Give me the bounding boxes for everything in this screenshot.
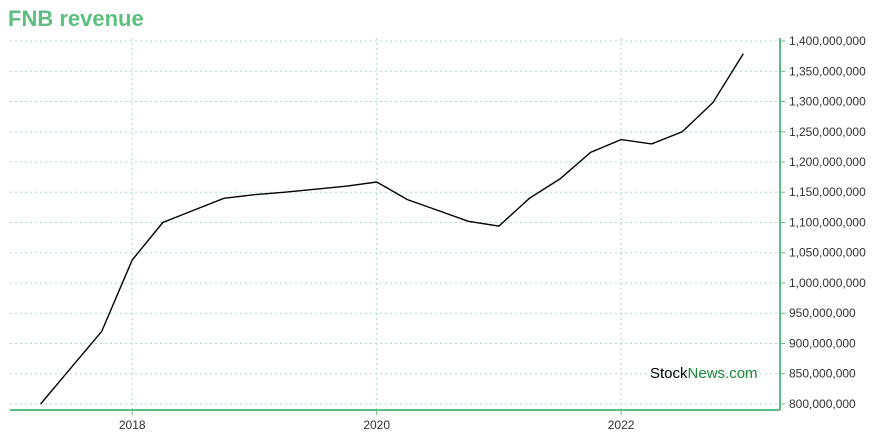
watermark: StockNews.com bbox=[650, 365, 758, 382]
y-tick-label: 1,350,000,000 bbox=[789, 64, 866, 78]
y-tick-label: 1,000,000,000 bbox=[789, 276, 866, 290]
y-tick-label: 800,000,000 bbox=[789, 397, 856, 411]
y-tick-label: 1,300,000,000 bbox=[789, 95, 866, 109]
chart-title: FNB revenue bbox=[8, 6, 144, 31]
y-tick-label: 1,100,000,000 bbox=[789, 215, 866, 229]
y-tick-label: 1,250,000,000 bbox=[789, 125, 866, 139]
y-tick-label: 1,400,000,000 bbox=[789, 34, 866, 48]
y-tick-label: 1,200,000,000 bbox=[789, 155, 866, 169]
y-tick-label: 1,050,000,000 bbox=[789, 246, 866, 260]
watermark-part2: News.com bbox=[687, 365, 758, 382]
y-tick-label: 850,000,000 bbox=[789, 367, 856, 381]
watermark-part1: Stock bbox=[650, 365, 688, 382]
y-tick-label: 900,000,000 bbox=[789, 336, 856, 350]
y-tick-label: 1,150,000,000 bbox=[789, 185, 866, 199]
x-tick-label: 2018 bbox=[119, 418, 146, 432]
y-tick-label: 950,000,000 bbox=[789, 306, 856, 320]
revenue-line bbox=[40, 53, 744, 405]
x-tick-label: 2022 bbox=[608, 418, 635, 432]
x-tick-label: 2020 bbox=[363, 418, 390, 432]
